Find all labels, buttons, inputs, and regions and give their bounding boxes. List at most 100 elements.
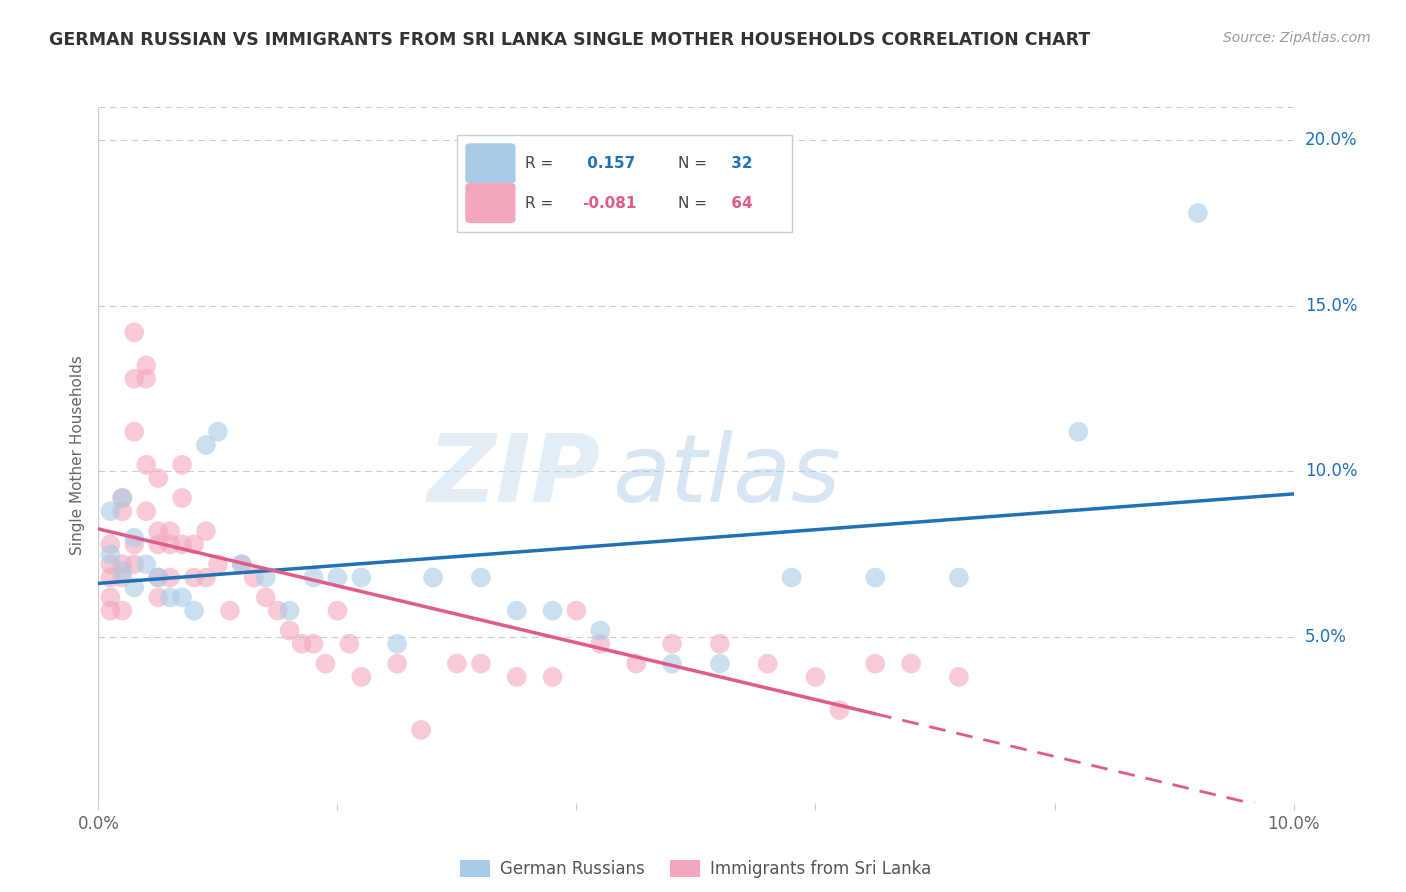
Point	[350, 570, 373, 584]
FancyBboxPatch shape	[465, 183, 516, 223]
Point	[506, 604, 529, 618]
Point	[124, 531, 146, 545]
Point	[470, 657, 492, 671]
Point	[148, 524, 170, 538]
Text: N =: N =	[678, 195, 707, 211]
Point	[124, 581, 146, 595]
Point	[98, 504, 122, 518]
Point	[231, 558, 253, 572]
Point	[254, 591, 277, 605]
Point	[350, 670, 373, 684]
FancyBboxPatch shape	[457, 135, 792, 232]
FancyBboxPatch shape	[465, 144, 516, 184]
Point	[124, 326, 146, 340]
Text: 5.0%: 5.0%	[1305, 628, 1347, 646]
Point	[446, 657, 468, 671]
Point	[828, 703, 851, 717]
Point	[756, 657, 779, 671]
Point	[290, 637, 312, 651]
Text: N =: N =	[678, 156, 707, 171]
Point	[148, 570, 170, 584]
Point	[194, 570, 218, 584]
Point	[172, 491, 194, 505]
Point	[411, 723, 433, 737]
Text: 20.0%: 20.0%	[1305, 131, 1357, 149]
Point	[98, 537, 122, 551]
Point	[565, 604, 588, 618]
Text: atlas: atlas	[612, 430, 841, 521]
Text: ZIP: ZIP	[427, 430, 600, 522]
Point	[709, 657, 731, 671]
Point	[315, 657, 337, 671]
Point	[124, 558, 146, 572]
Point	[541, 604, 564, 618]
Point	[124, 425, 146, 439]
Point	[148, 591, 170, 605]
Point	[624, 657, 647, 671]
Point	[124, 372, 146, 386]
Text: Source: ZipAtlas.com: Source: ZipAtlas.com	[1223, 31, 1371, 45]
Point	[231, 558, 253, 572]
Point	[589, 624, 612, 638]
Point	[1187, 206, 1209, 220]
Point	[194, 524, 218, 538]
Point	[148, 537, 170, 551]
Point	[111, 570, 134, 584]
Point	[267, 604, 290, 618]
Point	[254, 570, 277, 584]
Point	[135, 458, 157, 472]
Point	[948, 670, 970, 684]
Point	[589, 637, 612, 651]
Point	[135, 372, 157, 386]
Point	[302, 637, 325, 651]
Point	[148, 471, 170, 485]
Point	[207, 425, 229, 439]
Point	[111, 558, 134, 572]
Text: R =: R =	[524, 195, 554, 211]
Y-axis label: Single Mother Households: Single Mother Households	[69, 355, 84, 555]
Point	[183, 604, 205, 618]
Point	[219, 604, 242, 618]
Point	[865, 657, 887, 671]
Point	[111, 564, 134, 578]
Point	[302, 570, 325, 584]
Point	[422, 570, 444, 584]
Point	[804, 670, 827, 684]
Point	[243, 570, 266, 584]
Point	[135, 504, 157, 518]
Point	[183, 537, 205, 551]
Text: -0.081: -0.081	[582, 195, 637, 211]
Point	[709, 637, 731, 651]
Point	[159, 591, 181, 605]
Point	[159, 524, 181, 538]
Point	[326, 570, 349, 584]
Point	[541, 670, 564, 684]
Point	[900, 657, 922, 671]
Text: 10.0%: 10.0%	[1305, 462, 1357, 481]
Point	[385, 637, 409, 651]
Point	[148, 570, 170, 584]
Point	[948, 570, 970, 584]
Point	[661, 657, 683, 671]
Point	[98, 591, 122, 605]
Point	[98, 604, 122, 618]
Point	[135, 359, 157, 373]
Point	[207, 558, 229, 572]
Text: 64: 64	[725, 195, 752, 211]
Text: 15.0%: 15.0%	[1305, 297, 1357, 315]
Point	[339, 637, 360, 651]
Point	[111, 604, 134, 618]
Point	[278, 604, 301, 618]
Text: 32: 32	[725, 156, 752, 171]
Legend: German Russians, Immigrants from Sri Lanka: German Russians, Immigrants from Sri Lan…	[454, 854, 938, 885]
Point	[172, 537, 194, 551]
Text: GERMAN RUSSIAN VS IMMIGRANTS FROM SRI LANKA SINGLE MOTHER HOUSEHOLDS CORRELATION: GERMAN RUSSIAN VS IMMIGRANTS FROM SRI LA…	[49, 31, 1091, 49]
Point	[194, 438, 218, 452]
Point	[661, 637, 683, 651]
Point	[111, 491, 134, 505]
Point	[865, 570, 887, 584]
Point	[385, 657, 409, 671]
Point	[124, 537, 146, 551]
Point	[98, 570, 122, 584]
Point	[172, 591, 194, 605]
